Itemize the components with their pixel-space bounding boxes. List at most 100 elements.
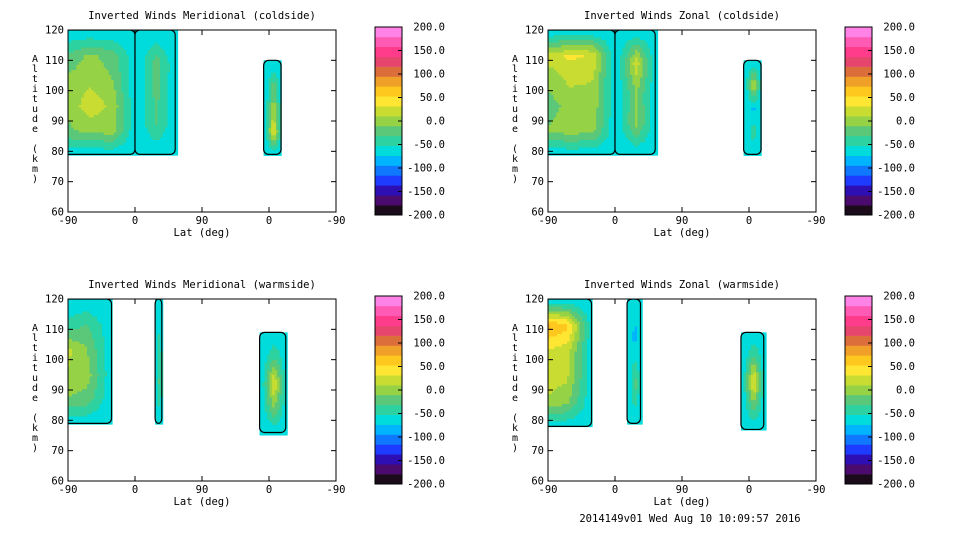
data-cell [88,85,92,89]
data-cell [44,100,47,103]
data-cell [271,125,275,129]
data-cell [111,127,115,131]
data-cell [46,38,49,41]
data-cell [576,112,580,116]
data-cell [603,125,607,129]
data-cell [268,125,272,129]
data-cell [603,80,607,84]
data-cell [108,130,112,134]
data-cell [571,75,575,79]
data-cell [606,95,610,99]
data-cell [167,40,171,44]
data-cell [128,90,132,94]
data-cell [583,37,587,41]
data-cell [558,70,562,74]
data-cell [113,62,117,66]
data-cell [118,82,122,86]
data-cell [170,112,174,116]
data-cell [106,47,110,51]
data-cell [558,47,562,51]
data-cell [573,70,577,74]
data-cell [601,92,605,96]
data-cell [536,108,539,111]
data-cell [68,75,70,79]
data-cell [128,80,132,84]
data-cell [46,40,49,43]
data-cell [175,115,179,119]
data-cell [576,120,580,124]
x-tick-label: -90 [327,215,346,227]
data-cell [606,50,610,54]
colorbar-swatch [375,96,402,107]
data-cell [576,57,580,61]
data-cell [170,52,174,56]
data-cell [541,40,544,43]
data-cell [598,87,602,91]
data-cell [561,145,565,149]
data-cell [167,50,171,54]
data-cell [598,150,602,154]
data-cell [160,37,164,41]
data-cell [135,45,139,49]
data-cell [162,67,166,71]
data-cell [531,130,534,133]
data-cell [103,72,107,76]
data-cell [170,87,174,91]
data-cell [147,52,151,56]
data-cell [576,97,580,101]
data-cell [123,55,127,59]
data-cell [157,97,161,101]
data-cell [167,127,171,131]
data-cell [41,80,44,83]
data-cell [273,92,277,96]
data-cell [160,35,164,39]
data-cell [68,145,70,149]
data-cell [556,100,560,104]
data-cell [593,85,597,89]
data-cell [596,135,600,139]
data-cell [539,80,542,83]
data-cell [571,87,575,91]
data-cell [266,110,270,114]
data-cell [106,102,110,106]
panel-1: Inverted Winds Meridional (coldside)6070… [32,10,445,239]
data-cell [581,30,585,34]
data-cell [135,135,139,139]
data-cell [96,122,100,126]
data-cell [46,80,49,83]
data-cell [98,60,102,64]
data-cell [566,47,570,51]
data-cell [86,65,90,69]
data-cell [601,135,605,139]
data-cell [131,95,135,99]
data-cell [128,112,132,116]
data-cell [160,132,164,136]
data-cell [126,55,130,59]
data-cell [170,70,174,74]
data-cell [563,60,567,64]
data-cell [548,107,550,111]
data-cell [98,82,102,86]
data-cell [591,30,595,34]
data-cell [121,57,125,61]
data-cell [137,55,141,59]
data-cell [596,67,600,71]
data-cell [88,65,92,69]
data-cell [591,72,595,76]
data-cell [561,65,565,69]
data-cell [521,153,524,156]
data-cell [64,115,67,118]
data-cell [41,108,44,111]
data-cell [86,102,90,106]
data-cell [78,80,82,84]
data-cell [150,70,154,74]
data-cell [121,110,125,114]
data-cell [531,70,534,73]
data-cell [536,130,539,133]
data-cell [162,112,166,116]
data-cell [581,82,585,86]
data-cell [551,117,555,121]
data-cell [155,72,159,76]
data-cell [548,52,552,56]
data-cell [93,105,97,109]
